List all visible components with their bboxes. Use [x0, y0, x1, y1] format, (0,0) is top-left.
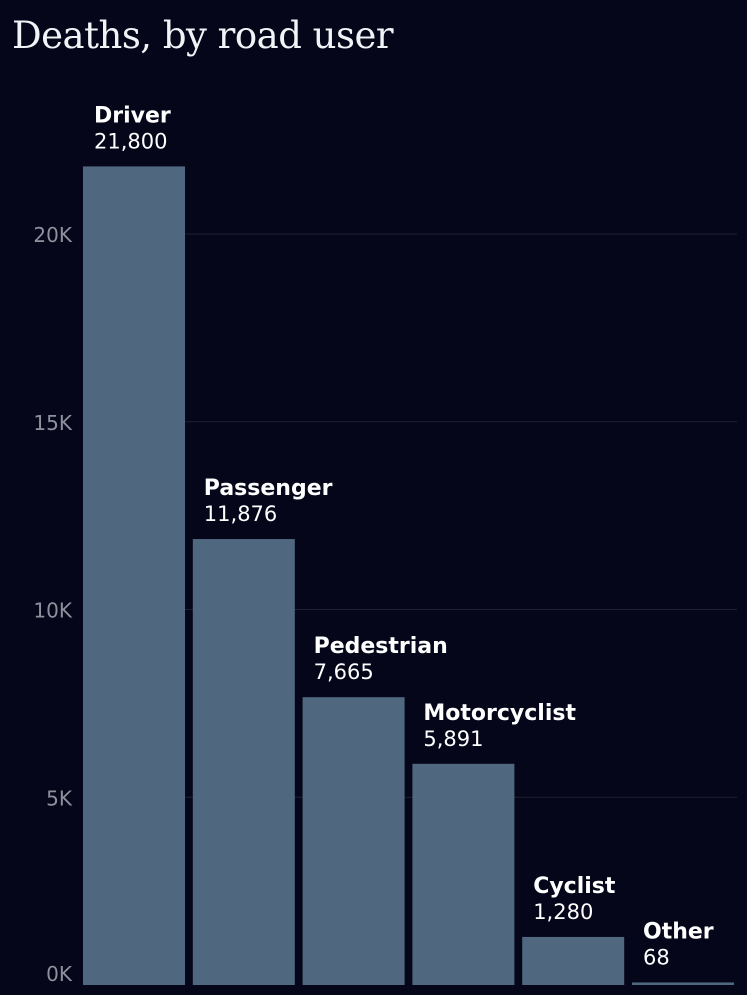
bar-value-label: 7,665 [314, 660, 374, 684]
bar-motorcyclist [412, 763, 515, 985]
bar-category-label: Driver [94, 103, 171, 128]
y-tick-label: 10K [33, 599, 72, 623]
y-tick-label: 15K [33, 411, 72, 435]
bar-value-label: 1,280 [533, 900, 593, 924]
bar-pedestrian [302, 697, 405, 985]
y-axis-tick-labels: 0K 5K 10K 15K 20K [33, 223, 72, 986]
bar-value-label: 11,876 [204, 502, 277, 526]
bar-value-label: 68 [643, 945, 670, 969]
y-tick-label: 20K [33, 223, 72, 247]
y-tick-label: 0K [46, 962, 73, 986]
bar-cyclist [522, 936, 625, 985]
bar-category-label: Cyclist [533, 874, 616, 899]
bar-value-label: 21,800 [94, 129, 167, 153]
bar-passenger [192, 539, 295, 985]
y-tick-label: 5K [46, 786, 73, 810]
bar-value-label: 5,891 [423, 727, 483, 751]
bar-category-label: Other [643, 919, 714, 944]
bars [83, 166, 734, 985]
bar-driver [83, 166, 185, 985]
bar-category-label: Motorcyclist [423, 701, 576, 726]
chart-title: Deaths, by road user [12, 14, 394, 57]
bar-category-label: Passenger [204, 476, 333, 501]
bar-other [632, 982, 734, 985]
bar-category-label: Pedestrian [314, 634, 448, 659]
